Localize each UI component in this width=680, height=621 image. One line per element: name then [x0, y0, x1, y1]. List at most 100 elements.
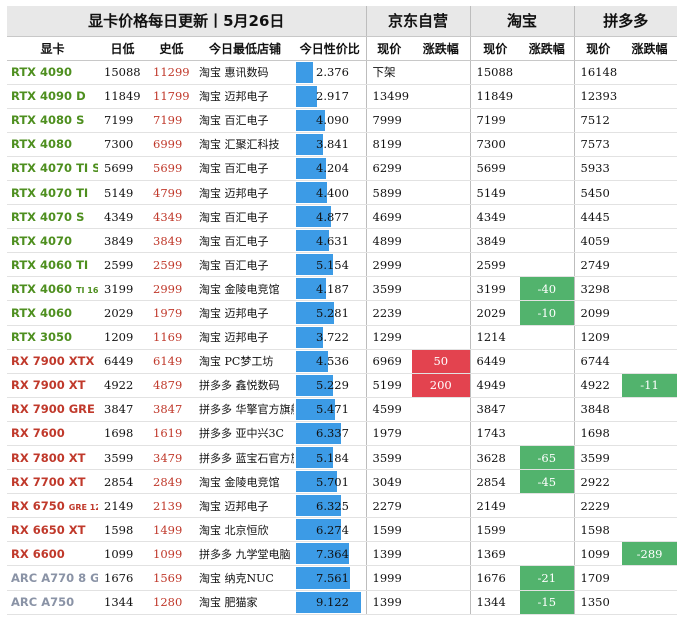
gpu-name: RX 6750 GRE 12G: [7, 493, 98, 519]
gpu-name-text: RTX 4060: [11, 305, 73, 320]
table-row: RTX 4060 2029 1979 淘宝 迈邦电子 5.281 2239 2029 -10 2…: [7, 300, 678, 326]
pdd-change: [622, 421, 678, 447]
gpu-name-text: RTX 4070 TI S: [11, 161, 98, 176]
day-low-price: 3847: [98, 397, 147, 422]
taobao-change: [520, 84, 575, 109]
taobao-change: [520, 156, 575, 181]
table-row: RX 6750 GRE 12G21492139淘宝 迈邦电子6.32522792…: [7, 493, 678, 519]
jd-change: 50: [412, 349, 471, 374]
day-low-price: 1099: [98, 541, 147, 567]
pdd-price: 5450: [573, 180, 623, 206]
lowest-price-shop: 淘宝 百汇电子: [196, 204, 294, 230]
historical-low-price: 6999: [147, 132, 196, 157]
pdd-price: 4445: [573, 204, 623, 230]
gpu-name-text: RTX 4060: [11, 281, 73, 296]
jd-change: [412, 204, 471, 230]
lowest-price-shop: 拼多多 九学堂电脑: [196, 541, 294, 567]
taobao-price: 7199: [469, 108, 521, 133]
price-performance-ratio: 5.701: [294, 469, 367, 495]
ratio-bar: [296, 422, 341, 444]
pdd-price: 12393: [573, 84, 623, 109]
taobao-price: 1369: [469, 541, 521, 567]
price-performance-ratio: 4.204: [294, 156, 367, 181]
jd-price: 1979: [365, 421, 413, 447]
ratio-value: 2.376: [316, 65, 349, 80]
price-performance-ratio: 4.536: [294, 349, 367, 374]
taobao-price: 1214: [469, 325, 521, 350]
taobao-change: [520, 517, 575, 543]
jd-change: [412, 421, 471, 447]
day-low-price: 2854: [98, 469, 147, 495]
table-row: RTX 4070 S 4349 4349 淘宝 百汇电子 4.877 4699 4349 44…: [7, 204, 678, 230]
jd-price: 3599: [365, 276, 413, 302]
header-row: 显卡 日低 史低 今日最低店铺 今日性价比 现价 涨跌幅 现价 涨跌幅 现价 涨…: [7, 36, 678, 61]
gpu-name-text: RTX 4080 S: [11, 113, 85, 128]
taobao-change: [520, 204, 575, 230]
ratio-bar: [296, 350, 328, 372]
ratio-bar: [296, 109, 325, 131]
header-day-low: 日低: [98, 36, 147, 61]
jd-price: 2279: [365, 493, 413, 519]
price-performance-ratio: 5.184: [294, 445, 367, 471]
header-ratio: 今日性价比: [294, 36, 367, 61]
historical-low-price: 1280: [147, 590, 196, 615]
gpu-name-text: RX 7700 XT: [11, 474, 86, 489]
day-low-price: 2029: [98, 300, 147, 326]
historical-low-price: 4799: [147, 180, 196, 206]
historical-low-price: 4349: [147, 204, 196, 230]
ratio-value: 2.917: [316, 89, 349, 104]
ratio-value: 4.204: [316, 161, 349, 176]
pdd-change: [622, 445, 678, 471]
jd-change: [412, 397, 471, 422]
taobao-change: [520, 325, 575, 350]
taobao-change: [520, 60, 575, 85]
ratio-value: 3.722: [316, 330, 349, 345]
price-performance-ratio: 5.471: [294, 397, 367, 422]
ratio-value: 5.701: [316, 474, 349, 489]
price-performance-ratio: 6.325: [294, 493, 367, 519]
title-row: 显卡价格每日更新丨5月26日 京东自营 淘宝 拼多多: [7, 6, 678, 37]
jd-change: [412, 469, 471, 495]
gpu-name: RTX 4060: [7, 300, 98, 326]
lowest-price-shop: 淘宝 迈邦电子: [196, 493, 294, 519]
day-low-price: 3199: [98, 276, 147, 302]
ratio-value: 4.090: [316, 113, 349, 128]
historical-low-price: 1169: [147, 325, 196, 350]
ratio-bar: [296, 206, 331, 228]
lowest-price-shop: 拼多多 蓝宝石官方旗: [196, 445, 294, 471]
header-hist-low: 史低: [147, 36, 196, 61]
table-row: RX 7800 XT 3599 3479 拼多多 蓝宝石官方旗 5.184 3599 362…: [7, 445, 678, 471]
gpu-name: RX 7700 XT: [7, 469, 98, 495]
gpu-name-text: RX 7600: [11, 426, 65, 441]
taobao-price: 5699: [469, 156, 521, 181]
price-performance-ratio: 4.400: [294, 180, 367, 206]
historical-low-price: 3479: [147, 445, 196, 471]
header-taobao-price: 现价: [469, 36, 521, 61]
jd-price: 2999: [365, 252, 413, 278]
table-row: RTX 4080 S 7199 7199 淘宝 百汇电子 4.090 7999 7199 75…: [7, 108, 678, 133]
gpu-name: RX 7900 XT: [7, 373, 98, 398]
historical-low-price: 4879: [147, 373, 196, 398]
taobao-price: 4349: [469, 204, 521, 230]
pdd-price: 16148: [573, 60, 623, 85]
historical-low-price: 2849: [147, 469, 196, 495]
historical-low-price: 1979: [147, 300, 196, 326]
taobao-change: [520, 252, 575, 278]
historical-low-price: 1099: [147, 541, 196, 567]
lowest-price-shop: 淘宝 百汇电子: [196, 228, 294, 254]
taobao-price: 4949: [469, 373, 521, 398]
ratio-bar: [296, 157, 326, 179]
pdd-change: [622, 156, 678, 181]
taobao-change: [520, 108, 575, 133]
lowest-price-shop: 淘宝 北京恒欣: [196, 517, 294, 543]
day-low-price: 6449: [98, 349, 147, 374]
taobao-price: 3199: [469, 276, 521, 302]
gpu-name: RTX 4080: [7, 132, 98, 157]
gpu-name-text: RTX 4060 TI: [11, 257, 89, 272]
pdd-price: 1598: [573, 517, 623, 543]
pdd-price: 1350: [573, 590, 623, 615]
price-performance-ratio: 9.122: [294, 590, 367, 615]
pdd-change: [622, 228, 678, 254]
jd-price: 3049: [365, 469, 413, 495]
table-row: RTX 4090 15088 11299 淘宝 惠讯数码 2.376 下架 15088 161…: [7, 60, 678, 85]
